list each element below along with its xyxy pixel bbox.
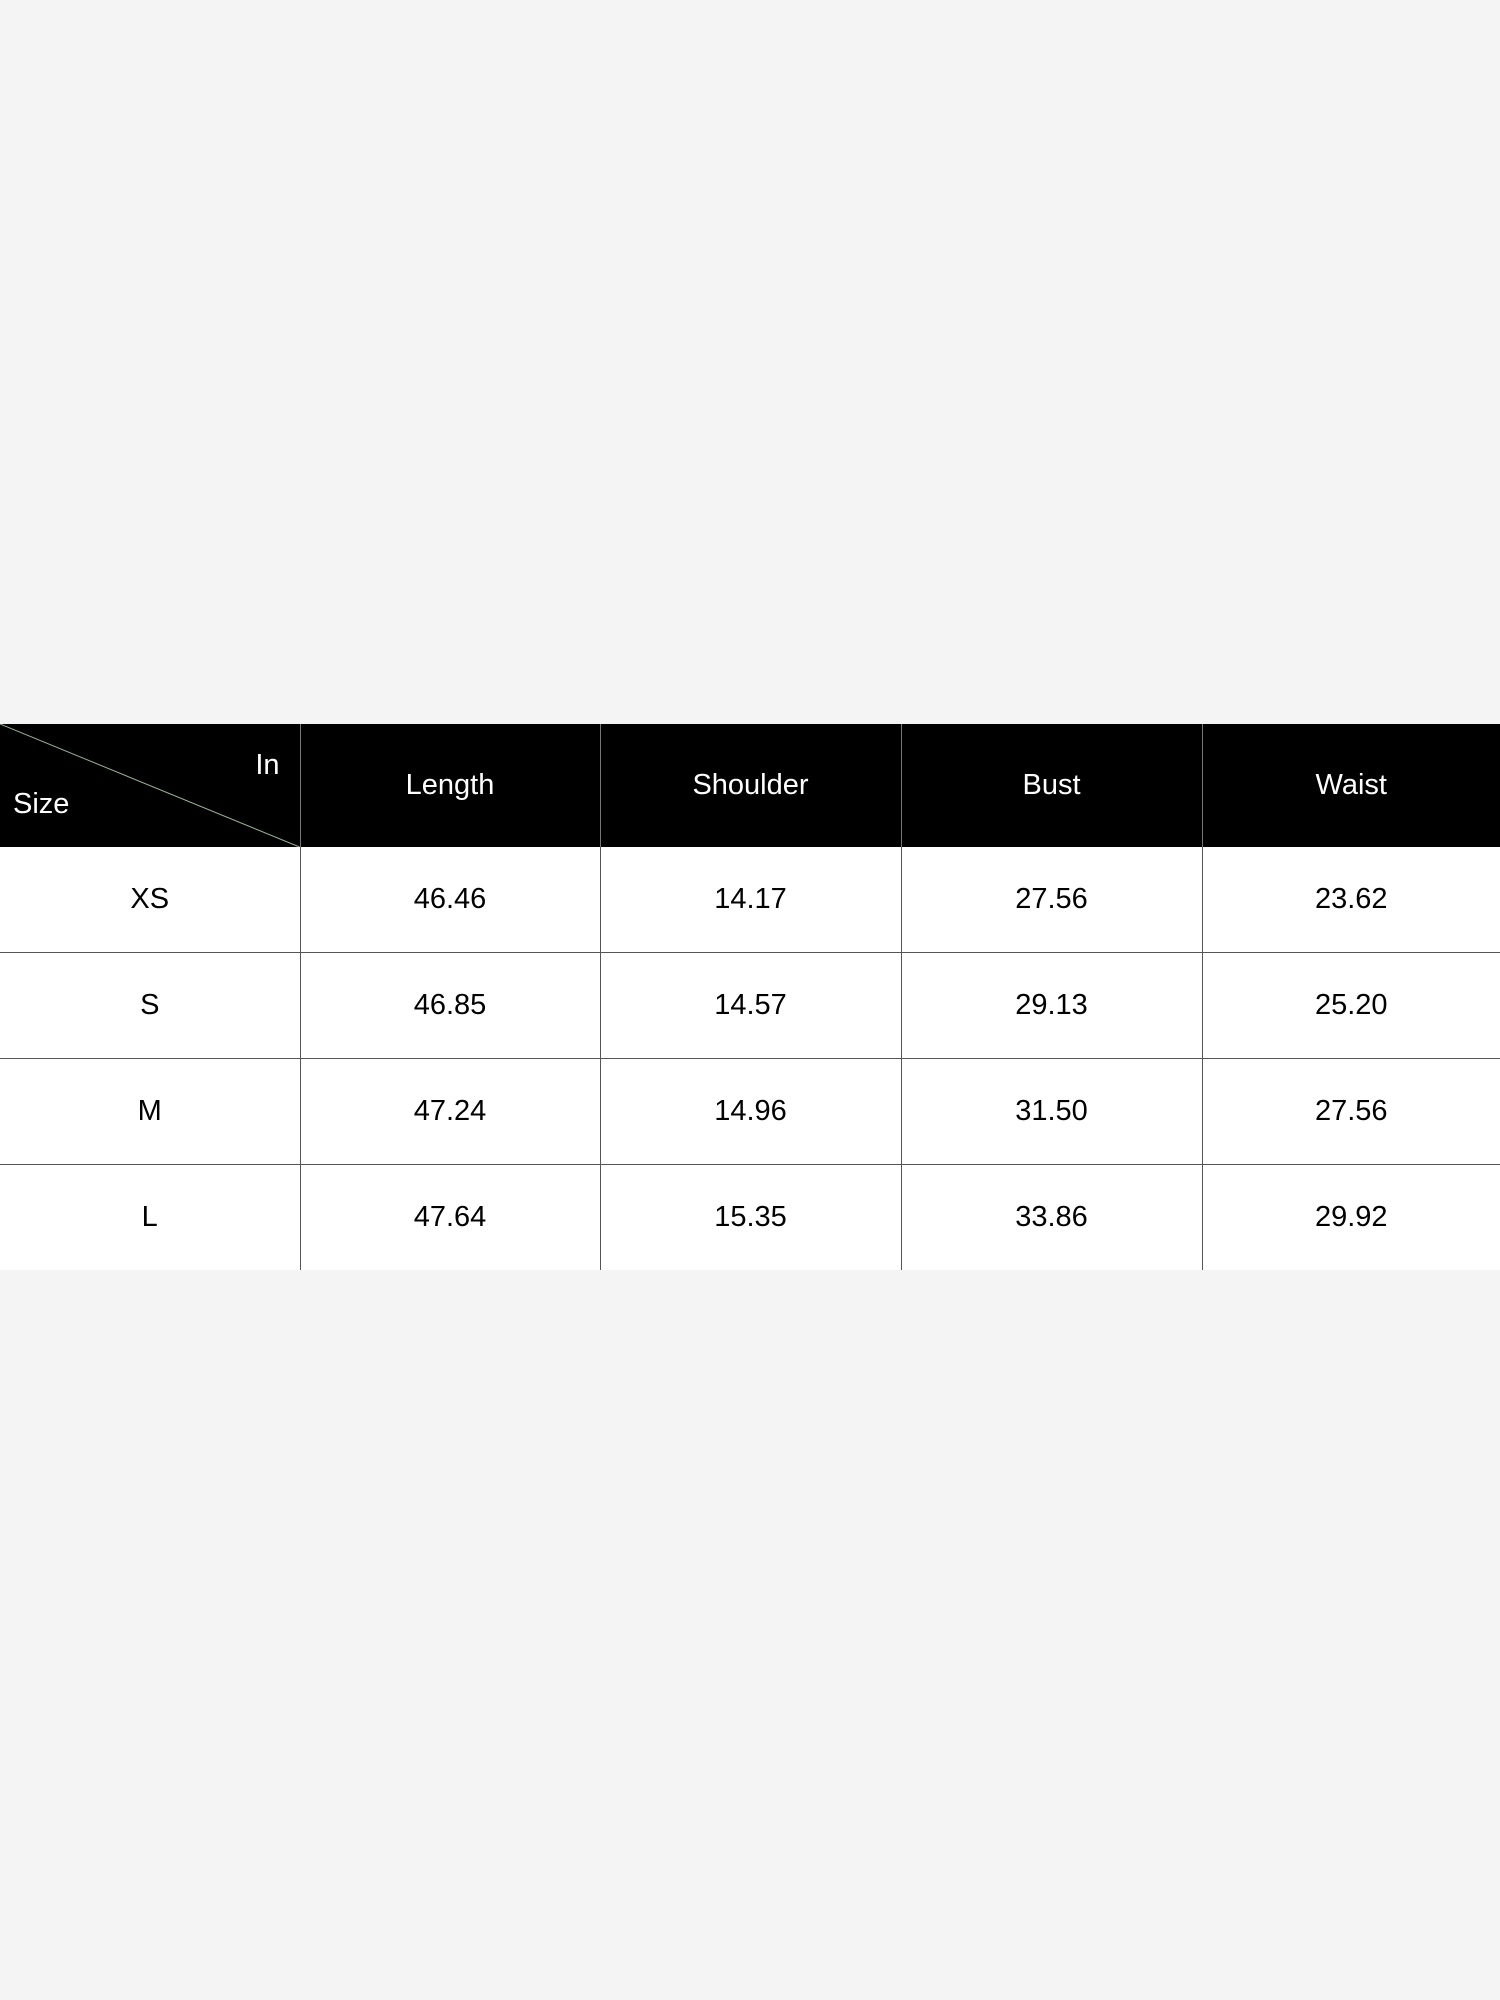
- table-row: XS 46.46 14.17 27.56 23.62: [0, 847, 1500, 953]
- column-header-waist: Waist: [1201, 724, 1500, 847]
- measurement-cell: 23.62: [1201, 847, 1500, 953]
- measurement-cell: 27.56: [1201, 1058, 1500, 1165]
- measurement-cell: 15.35: [599, 1164, 901, 1270]
- measurement-cell: 31.50: [900, 1058, 1202, 1165]
- unit-label: In: [255, 749, 280, 781]
- measurement-cell: 47.24: [299, 1058, 600, 1165]
- header-row: In Size Length Shoulder Bust Waist: [0, 724, 1500, 847]
- size-chart-table: In Size Length Shoulder Bust Waist XS 46.…: [0, 724, 1500, 1270]
- table-row: L 47.64 15.35 33.86 29.92: [0, 1164, 1500, 1270]
- size-cell: S: [0, 952, 300, 1059]
- measurement-cell: 14.17: [599, 847, 901, 953]
- measurement-cell: 27.56: [900, 847, 1202, 953]
- measurement-cell: 14.96: [599, 1058, 901, 1165]
- measurement-cell: 29.13: [900, 952, 1202, 1059]
- measurement-cell: 33.86: [900, 1164, 1202, 1270]
- measurement-cell: 14.57: [599, 952, 901, 1059]
- size-cell: XS: [0, 847, 300, 953]
- measurement-cell: 25.20: [1201, 952, 1500, 1059]
- table-row: M 47.24 14.96 31.50 27.56: [0, 1058, 1500, 1165]
- measurement-cell: 47.64: [299, 1164, 600, 1270]
- size-cell: L: [0, 1164, 300, 1270]
- corner-header-cell: In Size: [0, 724, 300, 847]
- measurement-cell: 46.46: [299, 847, 600, 953]
- diagonal-divider: [0, 724, 300, 847]
- column-header-length: Length: [299, 724, 600, 847]
- table-row: S 46.85 14.57 29.13 25.20: [0, 952, 1500, 1059]
- size-cell: M: [0, 1058, 300, 1165]
- column-header-bust: Bust: [900, 724, 1202, 847]
- measurement-cell: 46.85: [299, 952, 600, 1059]
- size-label: Size: [13, 788, 70, 820]
- measurement-cell: 29.92: [1201, 1164, 1500, 1270]
- column-header-shoulder: Shoulder: [599, 724, 901, 847]
